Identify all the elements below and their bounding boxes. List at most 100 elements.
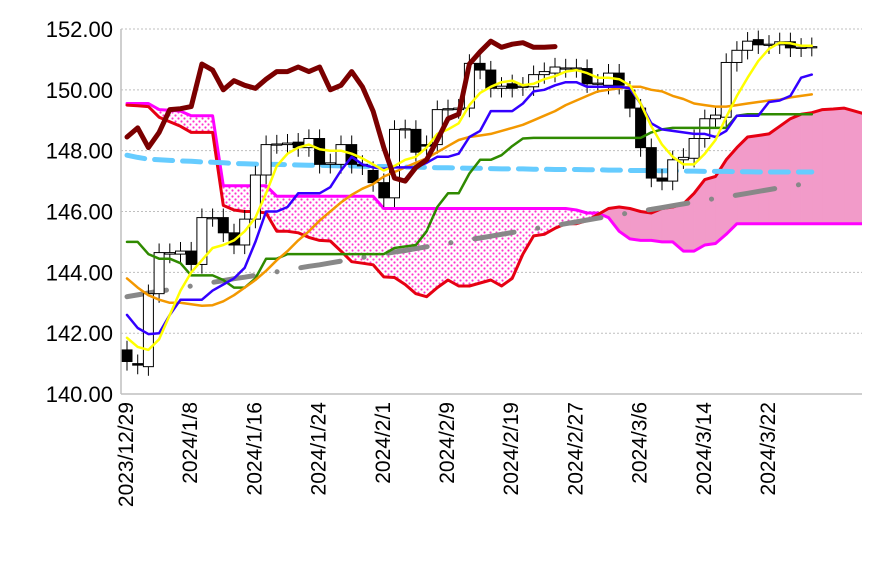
candle bbox=[132, 354, 144, 375]
candle-body-up bbox=[153, 252, 165, 295]
candle-body-up bbox=[496, 85, 507, 89]
candle bbox=[442, 99, 454, 119]
candle-body-up bbox=[731, 49, 743, 63]
cloud-segment bbox=[201, 115, 213, 133]
candle-body-up bbox=[303, 138, 315, 149]
cloud-segment bbox=[533, 208, 545, 236]
cloud-segment bbox=[234, 185, 245, 212]
candle bbox=[742, 32, 754, 60]
cloud-segment bbox=[704, 176, 716, 246]
candle-body-up bbox=[442, 108, 454, 111]
candle-body-down bbox=[752, 39, 764, 46]
long-ma-lightblue-line bbox=[124, 152, 815, 175]
cloud-segment bbox=[266, 185, 277, 232]
y-tick-label: 146.00 bbox=[46, 200, 113, 225]
x-tick-label: 2024/2/27 bbox=[564, 402, 587, 495]
cloud-segment bbox=[661, 206, 674, 243]
x-tick-label: 2023/12/29 bbox=[115, 402, 138, 507]
candle bbox=[153, 243, 165, 303]
candle-body-up bbox=[538, 71, 550, 76]
candle bbox=[496, 77, 507, 98]
candle bbox=[271, 134, 283, 154]
candle-body-up bbox=[142, 293, 154, 368]
candle-body-down bbox=[474, 62, 486, 71]
cloud-segment bbox=[640, 211, 652, 241]
cloud-segment bbox=[768, 125, 781, 224]
candle-body-up bbox=[260, 144, 272, 176]
cloud-segment bbox=[501, 208, 513, 287]
y-tick-label: 148.00 bbox=[46, 139, 113, 164]
candle bbox=[506, 74, 518, 98]
cloud-segment bbox=[854, 110, 862, 224]
candle bbox=[175, 241, 186, 264]
x-tick-label: 2024/2/9 bbox=[436, 402, 459, 484]
cloud-segment bbox=[308, 196, 320, 241]
candle bbox=[196, 208, 208, 274]
candle bbox=[217, 208, 229, 242]
y-tick-label: 144.00 bbox=[46, 260, 113, 285]
candle-body-up bbox=[175, 250, 186, 255]
candle-body-down bbox=[185, 250, 197, 265]
candle-body-up bbox=[324, 162, 336, 165]
candle-body-up bbox=[763, 43, 775, 46]
cloud-segment bbox=[811, 109, 823, 224]
candle-body-down bbox=[656, 177, 668, 182]
candle bbox=[142, 284, 154, 376]
cloud-segment bbox=[843, 107, 855, 224]
cloud-segment bbox=[448, 208, 459, 287]
y-tick-label: 152.00 bbox=[46, 17, 113, 42]
x-tick-label: 2024/3/14 bbox=[693, 402, 716, 496]
candle bbox=[710, 105, 721, 128]
candle-body-up bbox=[335, 144, 347, 165]
candle-body-up bbox=[560, 67, 572, 70]
cloud-segment bbox=[276, 196, 288, 232]
cloud-segment bbox=[437, 208, 448, 288]
x-tick-label: 2024/2/19 bbox=[500, 402, 523, 495]
cloud-segment bbox=[832, 107, 845, 224]
cloud-segment bbox=[383, 208, 395, 278]
cloud-segment bbox=[191, 115, 202, 133]
cloud-segment bbox=[725, 146, 738, 236]
tenkan-sen-line bbox=[125, 73, 814, 336]
candle-body-down bbox=[635, 107, 647, 149]
candle-body-up bbox=[667, 159, 679, 182]
x-tick-label: 2024/1/24 bbox=[308, 402, 331, 496]
candlesticks bbox=[121, 30, 818, 376]
x-tick-label: 2024/3/6 bbox=[629, 402, 652, 484]
cloud-segment bbox=[341, 196, 352, 262]
cloud-segment bbox=[800, 112, 813, 224]
y-tick-label: 150.00 bbox=[46, 78, 113, 103]
series-lines-front bbox=[124, 38, 814, 352]
candle bbox=[121, 340, 133, 371]
candle bbox=[292, 133, 304, 157]
candle bbox=[677, 148, 689, 169]
candle bbox=[795, 38, 807, 57]
candle-body-down bbox=[485, 69, 497, 89]
y-axis: 152.00 150.00 148.00 146.00 144.00 142.00 140.… bbox=[46, 17, 113, 407]
candle-body-up bbox=[795, 46, 807, 49]
cloud-segment bbox=[223, 185, 234, 210]
candle bbox=[207, 208, 219, 227]
candle bbox=[731, 41, 743, 72]
ma-yellow-line bbox=[125, 41, 814, 352]
candle-body-up bbox=[164, 252, 176, 255]
candle bbox=[474, 54, 486, 80]
candle-body-up bbox=[282, 142, 293, 146]
cloud-segment bbox=[790, 113, 802, 224]
cloud-segment bbox=[298, 196, 309, 238]
x-tick-label: 2024/1/16 bbox=[243, 402, 266, 495]
cloud-segment bbox=[351, 196, 363, 264]
candle bbox=[324, 153, 336, 174]
candle-body-down bbox=[132, 363, 144, 366]
cloud-segment bbox=[736, 136, 748, 224]
candle-body-up bbox=[742, 40, 754, 51]
cloud-segment bbox=[757, 133, 770, 224]
candle bbox=[378, 173, 390, 207]
candle bbox=[335, 135, 347, 174]
candle bbox=[560, 58, 572, 78]
candle-body-up bbox=[399, 128, 411, 131]
kijun-sen-line bbox=[125, 112, 814, 289]
cloud-segment bbox=[469, 208, 481, 287]
x-tick-label: 2024/2/1 bbox=[372, 402, 395, 484]
